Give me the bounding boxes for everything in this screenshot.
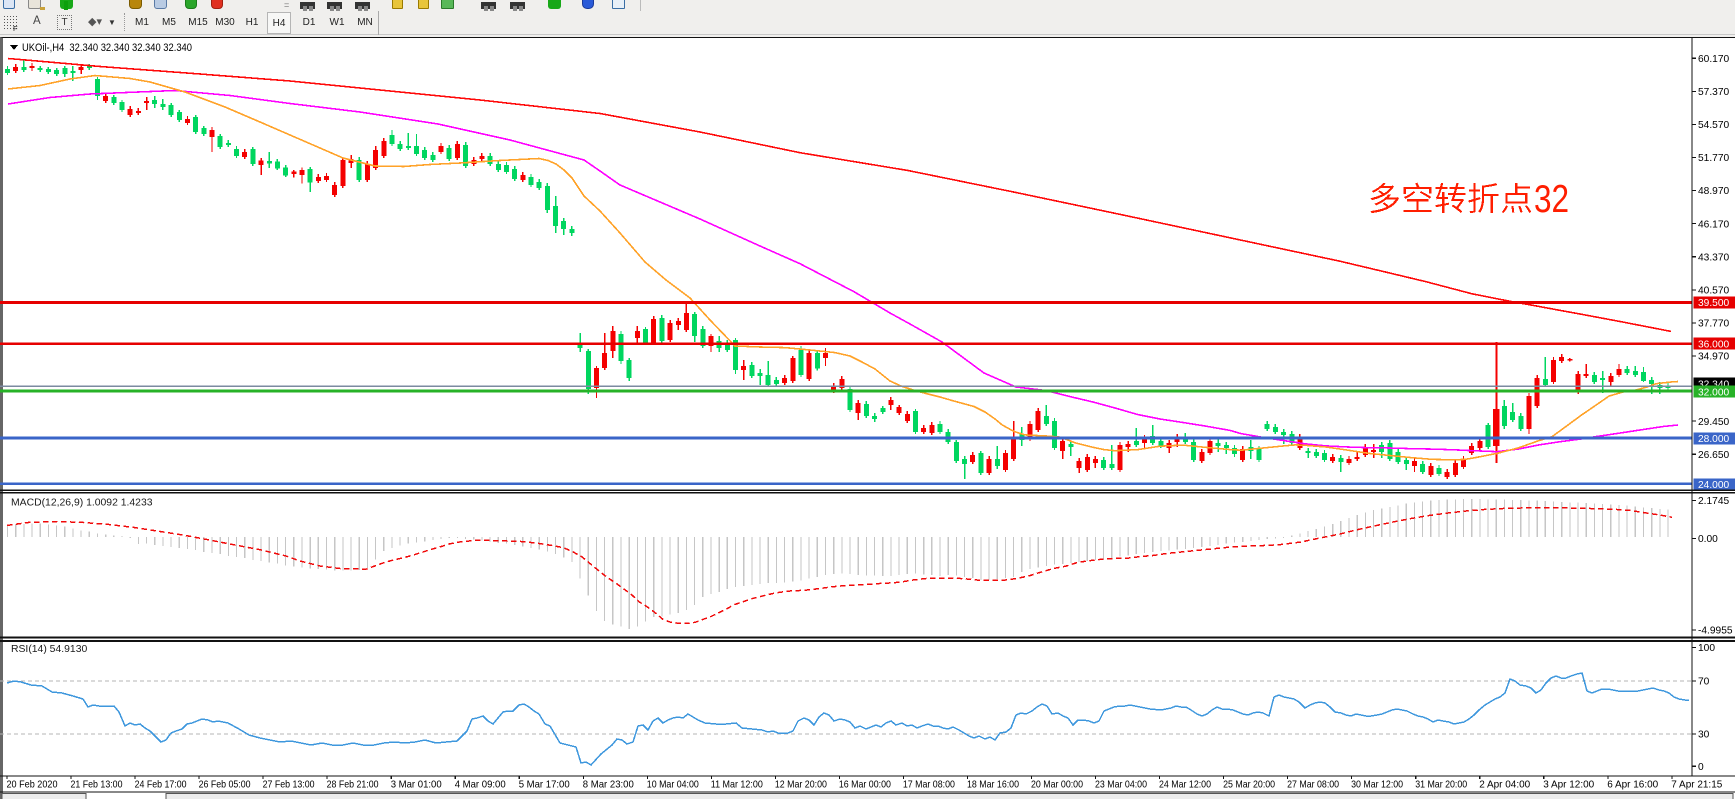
svg-text:37.770: 37.770 [1698,319,1729,330]
svg-text:2.1745: 2.1745 [1698,496,1729,507]
svg-text:MACD(12,26,9) 1.0092 1.4233: MACD(12,26,9) 1.0092 1.4233 [11,498,153,509]
svg-text:57.370: 57.370 [1698,87,1729,98]
svg-text:51.770: 51.770 [1698,153,1729,164]
svg-text:2 Apr 04:00: 2 Apr 04:00 [1479,780,1530,791]
svg-text:34.970: 34.970 [1698,352,1729,363]
svg-text:10 Mar 04:00: 10 Mar 04:00 [647,780,699,791]
svg-text:43.370: 43.370 [1698,252,1729,263]
svg-text:28.000: 28.000 [1698,434,1729,445]
svg-text:27 Mar 08:00: 27 Mar 08:00 [1287,780,1339,791]
svg-text:31 Mar 20:00: 31 Mar 20:00 [1415,780,1467,791]
svg-text:46.170: 46.170 [1698,219,1729,230]
svg-text:100: 100 [1698,643,1715,654]
svg-text:18 Mar 16:00: 18 Mar 16:00 [967,780,1019,791]
svg-text:20 Feb 2020: 20 Feb 2020 [7,780,58,791]
svg-text:5 Mar 17:00: 5 Mar 17:00 [519,780,570,791]
svg-text:21 Feb 13:00: 21 Feb 13:00 [71,780,123,791]
svg-text:40.570: 40.570 [1698,286,1729,297]
svg-text:20 Mar 00:00: 20 Mar 00:00 [1031,780,1083,791]
svg-text:28 Feb 21:00: 28 Feb 21:00 [327,780,379,791]
svg-text:27 Feb 13:00: 27 Feb 13:00 [263,780,315,791]
svg-text:8 Mar 23:00: 8 Mar 23:00 [583,780,634,791]
svg-text:0: 0 [1698,762,1704,773]
svg-text:26 Feb 05:00: 26 Feb 05:00 [199,780,251,791]
svg-text:12 Mar 20:00: 12 Mar 20:00 [775,780,827,791]
svg-text:24.000: 24.000 [1698,480,1729,491]
svg-text:32: 32 [1534,178,1569,221]
svg-text:11 Mar 12:00: 11 Mar 12:00 [711,780,763,791]
svg-text:70: 70 [1698,677,1710,688]
svg-text:54.570: 54.570 [1698,120,1729,131]
svg-text:16 Mar 00:00: 16 Mar 00:00 [839,780,891,791]
svg-text:36.000: 36.000 [1698,340,1729,351]
svg-text:-4.9955: -4.9955 [1698,626,1733,637]
svg-text:30: 30 [1698,730,1710,741]
svg-text:24 Feb 17:00: 24 Feb 17:00 [135,780,187,791]
svg-text:17 Mar 08:00: 17 Mar 08:00 [903,780,955,791]
svg-text:3 Mar 01:00: 3 Mar 01:00 [391,780,442,791]
svg-text:32.340: 32.340 [1698,379,1729,390]
svg-text:32.000: 32.000 [1698,387,1729,398]
svg-text:23 Mar 04:00: 23 Mar 04:00 [1095,780,1147,791]
svg-text:4 Mar 09:00: 4 Mar 09:00 [455,780,506,791]
svg-text:48.970: 48.970 [1698,186,1729,197]
svg-text:26.650: 26.650 [1698,450,1729,461]
svg-text:30 Mar 12:00: 30 Mar 12:00 [1351,780,1403,791]
svg-text:24 Mar 12:00: 24 Mar 12:00 [1159,780,1211,791]
svg-text:RSI(14) 54.9130: RSI(14) 54.9130 [11,644,87,655]
svg-text:25 Mar 20:00: 25 Mar 20:00 [1223,780,1275,791]
svg-text:3 Apr 12:00: 3 Apr 12:00 [1543,780,1594,791]
svg-text:6 Apr 16:00: 6 Apr 16:00 [1607,780,1658,791]
svg-text:UKOil-,H4 32.340 32.340 32.34: UKOil-,H4 32.340 32.340 32.340 32.340 [22,42,192,54]
svg-text:60.170: 60.170 [1698,54,1729,65]
svg-text:29.450: 29.450 [1698,417,1729,428]
svg-text:0.00: 0.00 [1698,534,1718,545]
svg-text:7 Apr 21:15: 7 Apr 21:15 [1671,780,1722,791]
svg-text:39.500: 39.500 [1698,298,1729,309]
